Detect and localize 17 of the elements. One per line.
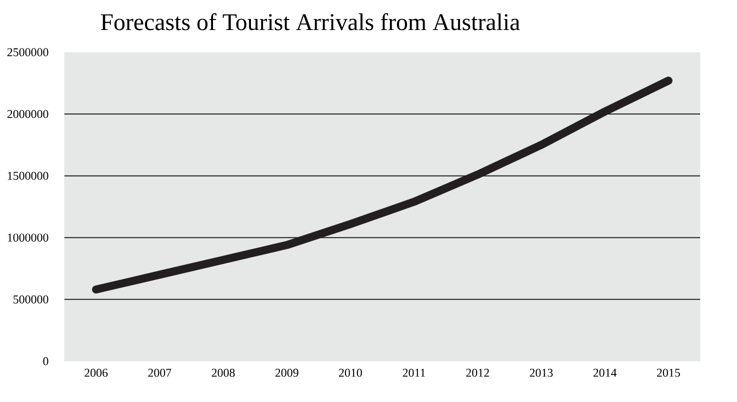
x-tick-label: 2015 (657, 368, 680, 377)
x-tick-label: 2010 (339, 368, 362, 377)
x-tick-label: 2006 (84, 368, 108, 377)
x-tick-label: 2008 (212, 368, 235, 377)
y-tick-label: 500000 (14, 295, 48, 304)
x-tick-label: 2007 (148, 368, 172, 377)
x-tick-label: 2014 (593, 368, 617, 377)
chart-title: Forecasts of Tourist Arrivals from Australia (100, 13, 520, 30)
x-tick-label: 2013 (530, 368, 553, 377)
y-tick-label: 1500000 (8, 172, 48, 180)
x-tick-label: 2011 (402, 368, 426, 377)
y-tick-label: 0 (43, 357, 48, 366)
y-tick-label: 1000000 (8, 234, 48, 242)
y-tick-label: 2500000 (7, 48, 48, 56)
x-tick-label: 2009 (275, 368, 298, 377)
x-tick-label: 2012 (466, 368, 489, 377)
y-tick-label: 2000000 (7, 110, 48, 118)
